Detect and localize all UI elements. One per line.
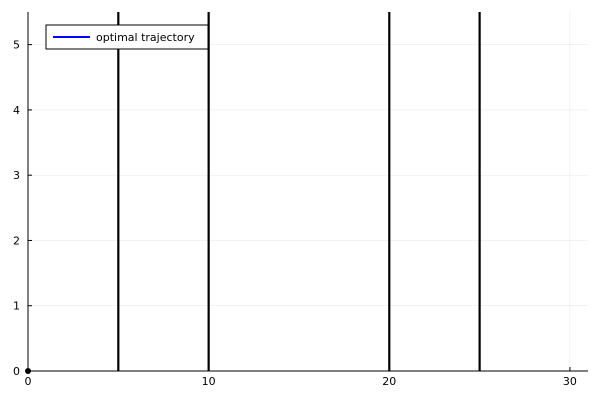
x-tick-label: 0 <box>25 375 32 388</box>
x-tick-label: 20 <box>382 375 396 388</box>
axes <box>27 12 588 372</box>
y-tick-label: 5 <box>13 39 20 52</box>
y-tick-label: 2 <box>13 234 20 247</box>
data-point <box>25 368 31 374</box>
y-tick-label: 3 <box>13 169 20 182</box>
y-tick-label: 1 <box>13 300 20 313</box>
grid <box>27 12 588 372</box>
y-tick-label: 0 <box>13 365 20 378</box>
y-tick-label: 4 <box>13 104 20 117</box>
points <box>25 368 31 374</box>
vertical-lines <box>117 12 481 371</box>
legend-label-optimal-trajectory: optimal trajectory <box>96 31 195 44</box>
x-tick-label: 10 <box>202 375 216 388</box>
tick-labels: 0 10 20 30 0 1 2 3 4 5 <box>13 39 577 388</box>
legend: optimal trajectory <box>45 24 209 50</box>
x-tick-label: 30 <box>563 375 577 388</box>
